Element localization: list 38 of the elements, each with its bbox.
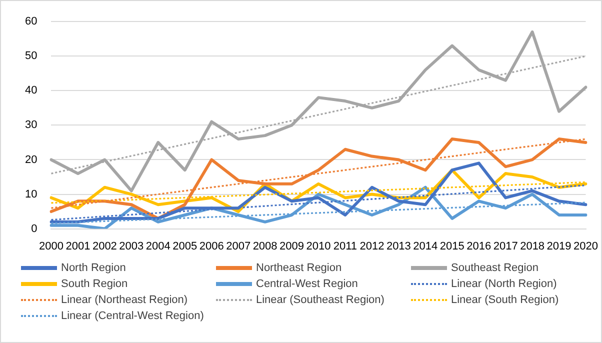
legend-label: Linear (South Region) — [451, 294, 559, 306]
x-tick-label: 2002 — [92, 240, 117, 252]
x-tick-label: 2013 — [386, 240, 411, 252]
x-tick-label: 2017 — [493, 240, 518, 252]
legend-label: South Region — [61, 278, 128, 290]
x-tick-label: 2015 — [440, 240, 464, 252]
x-tick-label: 2000 — [38, 240, 64, 252]
x-tick-label: 2001 — [66, 240, 90, 252]
x-tick-label: 2019 — [546, 240, 572, 252]
x-tick-label: 2010 — [306, 240, 331, 252]
legend-label: Northeast Region — [256, 262, 342, 274]
y-tick-label: 0 — [31, 222, 38, 235]
y-tick-label: 50 — [24, 50, 38, 62]
legend-label: Southeast Region — [451, 262, 538, 274]
x-tick-label: 2009 — [280, 240, 304, 252]
legend-label: Central-West Region — [256, 278, 358, 290]
x-tick-label: 2007 — [226, 240, 251, 252]
y-tick-label: 60 — [24, 16, 38, 28]
y-tick-label: 10 — [24, 188, 38, 200]
x-tick-label: 2003 — [119, 240, 144, 252]
x-tick-label: 2011 — [333, 240, 358, 252]
y-tick-label: 20 — [24, 154, 38, 166]
x-tick-label: 2016 — [466, 240, 492, 252]
x-tick-label: 2020 — [574, 240, 598, 252]
x-tick-label: 2012 — [360, 240, 384, 252]
legend-label: North Region — [61, 262, 126, 274]
x-tick-label: 2006 — [199, 240, 224, 252]
x-tick-label: 2005 — [172, 240, 198, 252]
x-tick-label: 2004 — [146, 240, 170, 252]
legend-label: Linear (Southeast Region) — [256, 294, 384, 306]
x-tick-label: 2014 — [413, 240, 438, 252]
y-tick-label: 30 — [24, 119, 38, 132]
legend-label: Linear (Northeast Region) — [61, 294, 188, 306]
legend-label: Linear (North Region) — [451, 278, 557, 290]
y-tick-label: 40 — [24, 84, 38, 97]
x-tick-label: 2018 — [520, 240, 545, 252]
legend-label: Linear (Central-West Region) — [61, 310, 204, 322]
x-tick-label: 2008 — [252, 240, 278, 252]
